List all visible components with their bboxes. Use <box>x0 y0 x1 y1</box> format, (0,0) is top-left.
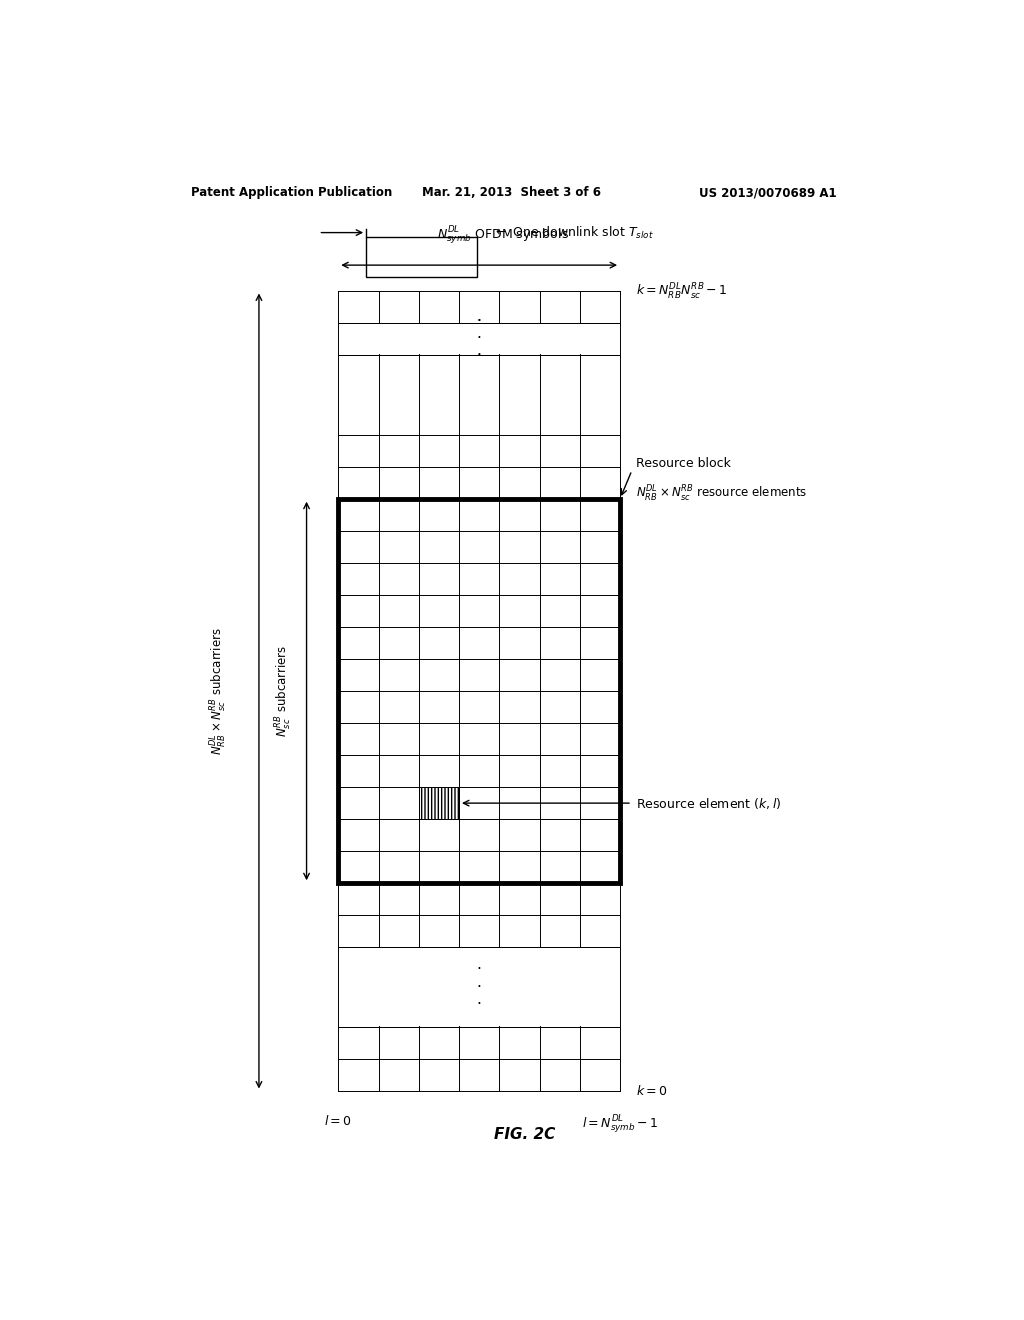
Bar <box>338 499 621 883</box>
Text: US 2013/0070689 A1: US 2013/0070689 A1 <box>699 186 837 199</box>
Bar <box>339 323 620 354</box>
Text: Resource block: Resource block <box>636 457 731 470</box>
Text: ·
·
·: · · · <box>477 962 481 1012</box>
Text: Patent Application Publication: Patent Application Publication <box>191 186 393 199</box>
Text: $k = N^{DL}_{RB}N^{RB}_{sc}-1$: $k = N^{DL}_{RB}N^{RB}_{sc}-1$ <box>636 282 727 302</box>
Text: ·
·
·: · · · <box>477 314 481 363</box>
Text: $N^{DL}_{RB} \times N^{RB}_{sc}$ subcarriers: $N^{DL}_{RB} \times N^{RB}_{sc}$ subcarr… <box>209 627 229 755</box>
Bar <box>419 787 459 820</box>
Bar <box>367 236 477 277</box>
Text: $l = N^{DL}_{symb}-1$: $l = N^{DL}_{symb}-1$ <box>582 1114 658 1137</box>
Text: ·
·
·: · · · <box>477 962 481 1012</box>
Bar <box>339 948 620 1027</box>
Text: FIG. 2C: FIG. 2C <box>495 1127 555 1142</box>
Text: $l = 0$: $l = 0$ <box>325 1114 352 1127</box>
Text: $k = 0$: $k = 0$ <box>636 1084 668 1098</box>
Text: Resource element $(k,l)$: Resource element $(k,l)$ <box>636 796 781 810</box>
Text: ·
·
·: · · · <box>477 314 481 363</box>
Text: $\leftarrow$ One downlink slot $T_{slot}$: $\leftarrow$ One downlink slot $T_{slot}… <box>494 224 653 240</box>
Text: $N^{RB}_{sc}$ subcarriers: $N^{RB}_{sc}$ subcarriers <box>274 645 294 737</box>
Text: Mar. 21, 2013  Sheet 3 of 6: Mar. 21, 2013 Sheet 3 of 6 <box>422 186 601 199</box>
Text: $N^{DL}_{RB} \times N^{RB}_{sc}$ resource elements: $N^{DL}_{RB} \times N^{RB}_{sc}$ resourc… <box>636 483 807 504</box>
Text: $N^{DL}_{symb}$ OFDM symbols: $N^{DL}_{symb}$ OFDM symbols <box>437 224 569 247</box>
